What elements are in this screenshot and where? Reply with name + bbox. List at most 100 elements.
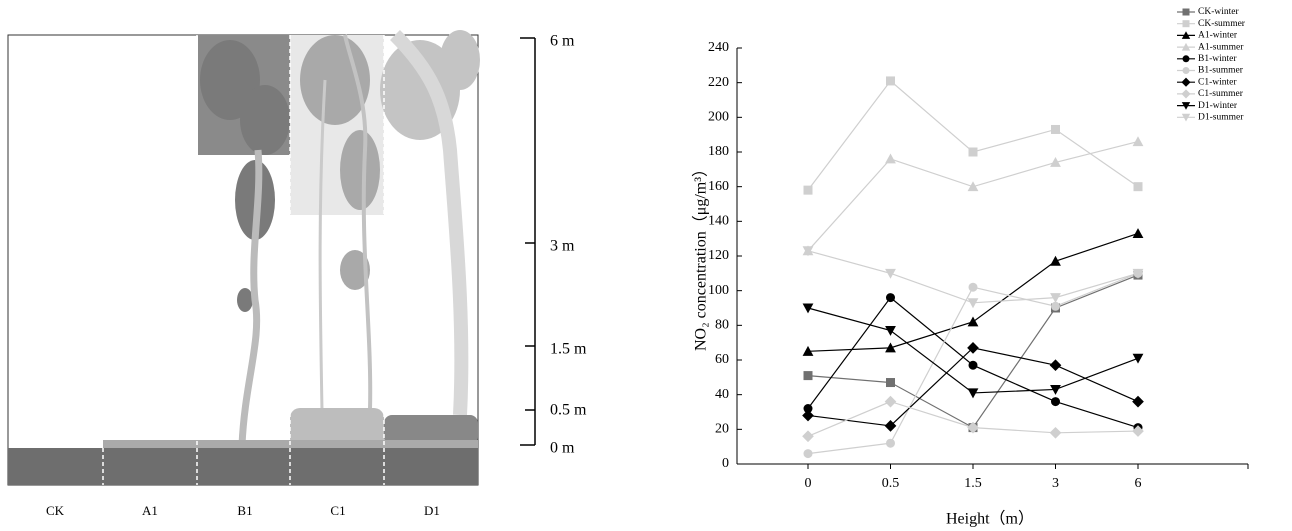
marker bbox=[1050, 157, 1061, 167]
series-line bbox=[807, 141, 1139, 252]
legend-label: CK-winter bbox=[1198, 7, 1239, 17]
plot-label: A1 bbox=[142, 503, 158, 518]
line-chart: Height（m） NO₂ concentration（μg/m³） 0 20 40… bbox=[692, 7, 1249, 528]
x-tick-label: 0.5 bbox=[882, 476, 900, 491]
marker bbox=[1181, 113, 1191, 122]
marker bbox=[967, 181, 979, 192]
marker bbox=[803, 449, 813, 459]
marker bbox=[1132, 353, 1144, 364]
height-scale bbox=[520, 37, 536, 446]
marker bbox=[886, 76, 895, 86]
marker bbox=[802, 246, 814, 257]
series-line bbox=[807, 80, 1139, 191]
marker bbox=[967, 421, 979, 434]
y-tick-label: 60 bbox=[715, 352, 729, 367]
marker bbox=[1181, 102, 1191, 110]
legend-label: D1-winter bbox=[1198, 101, 1238, 111]
y-tick-label: 240 bbox=[708, 40, 729, 55]
y-tick-label: 120 bbox=[708, 248, 729, 263]
marker bbox=[885, 342, 896, 353]
marker bbox=[1051, 301, 1060, 311]
marker bbox=[802, 345, 814, 356]
marker bbox=[1049, 426, 1062, 439]
height-label: 6 m bbox=[550, 33, 575, 50]
legend-label: D1-summer bbox=[1198, 112, 1244, 122]
marker bbox=[803, 404, 813, 414]
marker bbox=[886, 293, 895, 303]
marker bbox=[1182, 55, 1190, 63]
marker bbox=[1181, 31, 1191, 39]
marker bbox=[1132, 395, 1144, 408]
b1-foliage bbox=[200, 40, 290, 312]
marker bbox=[1132, 268, 1144, 279]
marker bbox=[886, 438, 895, 448]
ground bbox=[8, 448, 478, 485]
plot-label: D1 bbox=[424, 503, 440, 518]
marker bbox=[967, 342, 979, 354]
y-tick-label: 180 bbox=[708, 144, 729, 159]
c1-trunk bbox=[343, 34, 373, 411]
marker bbox=[968, 147, 978, 157]
marker bbox=[802, 409, 814, 422]
x-axis-title: Height（m） bbox=[946, 510, 1034, 528]
legend-label: C1-summer bbox=[1198, 89, 1244, 99]
marker bbox=[1132, 425, 1144, 437]
marker bbox=[884, 395, 897, 408]
legend-label: CK-summer bbox=[1198, 19, 1246, 29]
illustration: CK A1 B1 C1 D1 6 m 3 m 1.5 m 0.5 m 0 m bbox=[7, 30, 587, 518]
marker bbox=[1182, 20, 1190, 28]
series-line bbox=[807, 347, 1139, 427]
height-label: 0 m bbox=[550, 440, 575, 457]
marker bbox=[1182, 8, 1190, 16]
marker bbox=[967, 316, 979, 327]
plot-label: C1 bbox=[330, 503, 345, 518]
d1-hedge bbox=[384, 415, 478, 445]
marker bbox=[885, 326, 896, 336]
marker bbox=[1050, 293, 1061, 303]
y-tick-label: 0 bbox=[722, 456, 729, 471]
marker bbox=[968, 360, 978, 370]
y-tick-label: 220 bbox=[708, 75, 729, 90]
c1-hedge bbox=[290, 408, 384, 448]
marker bbox=[1049, 359, 1062, 372]
marker bbox=[1050, 384, 1061, 395]
y-tick-label: 20 bbox=[715, 422, 729, 437]
marker bbox=[1133, 182, 1143, 192]
x-tick-label: 1.5 bbox=[964, 476, 982, 491]
marker bbox=[802, 430, 814, 443]
marker bbox=[1051, 124, 1060, 134]
height-label: 3 m bbox=[550, 238, 575, 255]
marker bbox=[1181, 42, 1191, 51]
c1-trunk bbox=[318, 79, 327, 411]
plot-label: B1 bbox=[237, 503, 252, 518]
height-label: 0.5 m bbox=[550, 402, 587, 419]
marker bbox=[1132, 136, 1144, 147]
marker bbox=[885, 153, 896, 164]
marker bbox=[1181, 89, 1191, 99]
legend-label: A1-winter bbox=[1198, 31, 1238, 41]
marker bbox=[885, 268, 896, 279]
marker bbox=[1181, 77, 1191, 87]
y-tick-label: 80 bbox=[715, 318, 729, 333]
legend-label: B1-summer bbox=[1198, 66, 1244, 76]
marker bbox=[968, 282, 978, 292]
marker bbox=[886, 378, 895, 388]
y-tick-label: 100 bbox=[708, 283, 729, 298]
plot-dividers bbox=[102, 35, 385, 485]
marker bbox=[1132, 228, 1144, 238]
series-line bbox=[807, 232, 1139, 352]
marker bbox=[967, 388, 979, 399]
marker bbox=[803, 371, 813, 381]
x-tick-label: 0 bbox=[805, 476, 812, 491]
legend-label: B1-winter bbox=[1198, 54, 1237, 64]
marker bbox=[802, 303, 814, 314]
y-axis-title: NO₂ concentration（μg/m³） bbox=[692, 161, 710, 351]
marker bbox=[1182, 67, 1190, 74]
marker bbox=[884, 420, 897, 432]
marker bbox=[803, 185, 813, 195]
y-tick-label: 40 bbox=[715, 387, 729, 402]
marker bbox=[967, 298, 979, 309]
legend-label: A1-summer bbox=[1198, 42, 1244, 52]
y-tick-label: 200 bbox=[708, 110, 729, 125]
